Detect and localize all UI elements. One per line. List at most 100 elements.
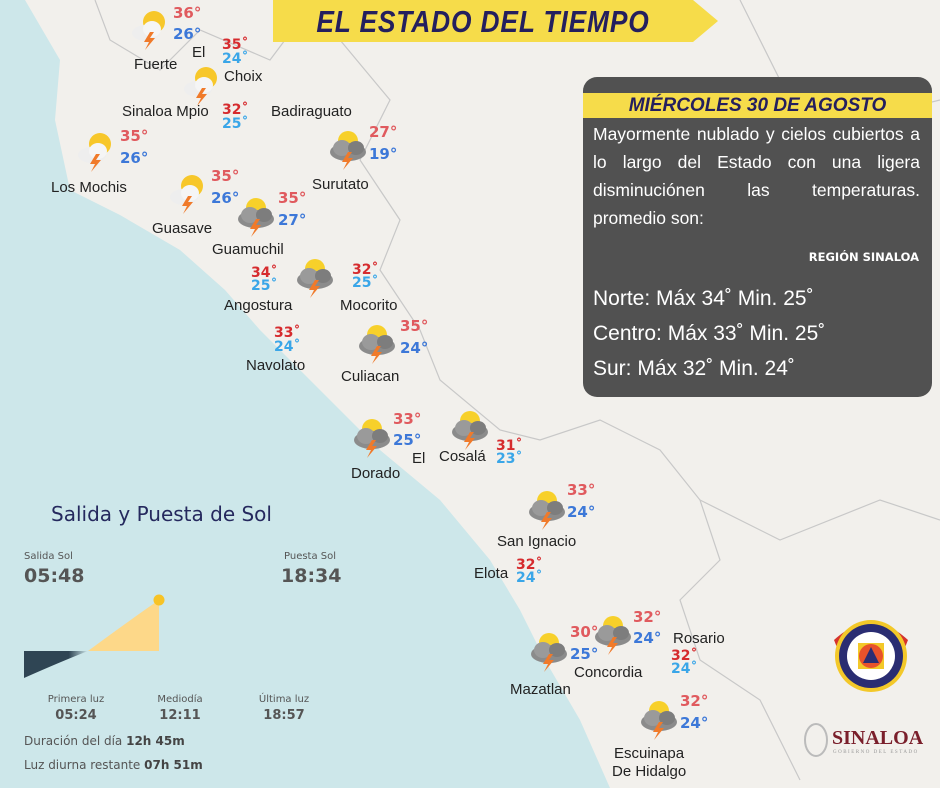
day-length-label: Duración del día xyxy=(24,734,123,748)
station-name: Sinaloa Mpio xyxy=(122,103,209,120)
min-temp: 24˚ xyxy=(222,51,249,67)
min-temp: 19° xyxy=(369,145,398,163)
sun-cloud-storm-icon xyxy=(128,8,172,50)
station-name: Culiacan xyxy=(341,368,400,385)
station-name: Choix xyxy=(224,68,263,85)
forecast-description: Mayormente nublado y cielos cubiertos a … xyxy=(593,124,920,228)
max-temp: 35° xyxy=(120,127,149,145)
station-name: Mazatlan xyxy=(510,681,571,698)
station-name: Fuerte xyxy=(134,56,178,73)
min-temp: 25˚ xyxy=(222,116,249,132)
min-temp: 26° xyxy=(211,189,240,207)
remaining-label: Luz diurna restante xyxy=(24,758,141,772)
max-temp: 32˚ xyxy=(516,557,543,573)
sunset-time: 18:34 xyxy=(281,565,342,587)
station-name: Navolato xyxy=(246,357,306,374)
max-temp: 32° xyxy=(633,608,662,626)
min-temp: 25° xyxy=(570,645,599,663)
day-length-value: 12h 45m xyxy=(126,734,185,748)
station-name: Surutato xyxy=(312,176,369,193)
max-temp: 32° xyxy=(680,692,709,710)
average-sur: Sur: Máx 32˚ Min. 24˚ xyxy=(593,357,795,380)
region-label: REGIÓN SINALOA xyxy=(808,250,919,264)
day-length: Duración del día 12h 45m xyxy=(24,734,185,748)
storm-cloud-sun-icon xyxy=(326,128,370,170)
storm-cloud-sun-icon xyxy=(293,256,337,298)
station-name: Rosario xyxy=(673,630,725,647)
station-name: De Hidalgo xyxy=(612,763,687,780)
station-name: Los Mochis xyxy=(51,179,127,196)
max-temp: 30° xyxy=(570,623,599,641)
remaining-value: 07h 51m xyxy=(144,758,203,772)
max-temp: 33˚ xyxy=(274,325,301,341)
station-name: Guasave xyxy=(152,220,213,237)
storm-cloud-sun-icon xyxy=(527,630,571,672)
average-centro: Centro: Máx 33˚ Min. 25˚ xyxy=(593,322,826,345)
first-light-time: 05:24 xyxy=(55,708,97,723)
svg-text:GOBIERNO DEL ESTADO: GOBIERNO DEL ESTADO xyxy=(833,750,919,755)
sea xyxy=(0,0,610,788)
min-temp: 24° xyxy=(400,339,429,357)
forecast-date: MIÉRCOLES 30 DE AGOSTO xyxy=(583,93,932,118)
storm-cloud-sun-icon xyxy=(355,322,399,364)
min-temp: 24° xyxy=(633,629,662,647)
station-name: Guamuchil xyxy=(212,241,284,258)
station-name: Concordia xyxy=(574,664,643,681)
last-light-time: 18:57 xyxy=(263,708,305,723)
sun-position-marker xyxy=(153,594,165,606)
sunset-label: Puesta Sol xyxy=(284,551,337,562)
station-name: Angostura xyxy=(224,297,293,314)
station-name: San Ignacio xyxy=(497,533,577,550)
storm-cloud-sun-icon xyxy=(637,698,681,740)
max-temp: 36° xyxy=(173,4,202,22)
sunrise-sunset-panel: Salida y Puesta de Sol Salida Sol 05:48 … xyxy=(0,490,360,788)
storm-cloud-sun-icon xyxy=(525,488,569,530)
min-temp: 24˚ xyxy=(516,570,543,586)
storm-cloud-sun-icon xyxy=(448,408,492,450)
sun-cloud-storm-icon xyxy=(166,172,210,214)
page-title: EL ESTADO DEL TIEMPO xyxy=(316,4,650,39)
max-temp: 35° xyxy=(211,167,240,185)
min-temp: 27° xyxy=(278,211,307,229)
station-name: Cosalá xyxy=(439,448,486,465)
station-name: Mocorito xyxy=(340,297,398,314)
station-name: El xyxy=(412,450,426,467)
station-name: Elota xyxy=(474,565,509,582)
max-temp: 35˚ xyxy=(222,37,249,53)
sun-path-graph xyxy=(24,594,165,678)
max-temp: 35° xyxy=(400,317,429,335)
max-temp: 35° xyxy=(278,189,307,207)
min-temp: 26° xyxy=(173,25,202,43)
sunrise-label: Salida Sol xyxy=(24,551,73,562)
max-temp: 34˚ xyxy=(251,265,278,281)
min-temp: 25° xyxy=(393,431,422,449)
noon-label: Mediodía xyxy=(157,694,203,705)
max-temp: 31˚ xyxy=(496,438,523,454)
min-temp: 25˚ xyxy=(251,278,278,294)
max-temp: 32˚ xyxy=(222,102,249,118)
forecast-summary-panel: MIÉRCOLES 30 DE AGOSTO Mayormente nublad… xyxy=(583,77,932,397)
storm-cloud-sun-icon xyxy=(350,416,394,458)
max-temp: 32˚ xyxy=(352,262,379,278)
noon-time: 12:11 xyxy=(159,708,201,723)
min-temp: 25˚ xyxy=(352,275,379,291)
max-temp: 33° xyxy=(393,410,422,428)
station-name: El xyxy=(192,44,206,61)
max-temp: 33° xyxy=(567,481,596,499)
min-temp: 24˚ xyxy=(274,339,301,355)
sun-cloud-storm-icon xyxy=(74,130,118,172)
proteccion-civil-logo xyxy=(834,620,908,692)
min-temp: 24˚ xyxy=(671,661,698,677)
remaining-daylight: Luz diurna restante 07h 51m xyxy=(24,758,203,772)
average-norte: Norte: Máx 34˚ Min. 25˚ xyxy=(593,287,814,310)
sunrise-time: 05:48 xyxy=(24,565,85,587)
svg-text:SINALOA: SINALOA xyxy=(832,727,924,749)
last-light-label: Última luz xyxy=(258,694,310,705)
max-temp: 32˚ xyxy=(671,648,698,664)
station-badiraguato: Badiraguato xyxy=(271,103,352,120)
station-name: Escuinapa xyxy=(614,745,685,762)
max-temp: 27° xyxy=(369,123,398,141)
sinaloa-government-logo: SINALOA GOBIERNO DEL ESTADO xyxy=(804,723,924,757)
storm-cloud-sun-icon xyxy=(591,613,635,655)
sun-cloud-storm-icon xyxy=(180,64,224,106)
